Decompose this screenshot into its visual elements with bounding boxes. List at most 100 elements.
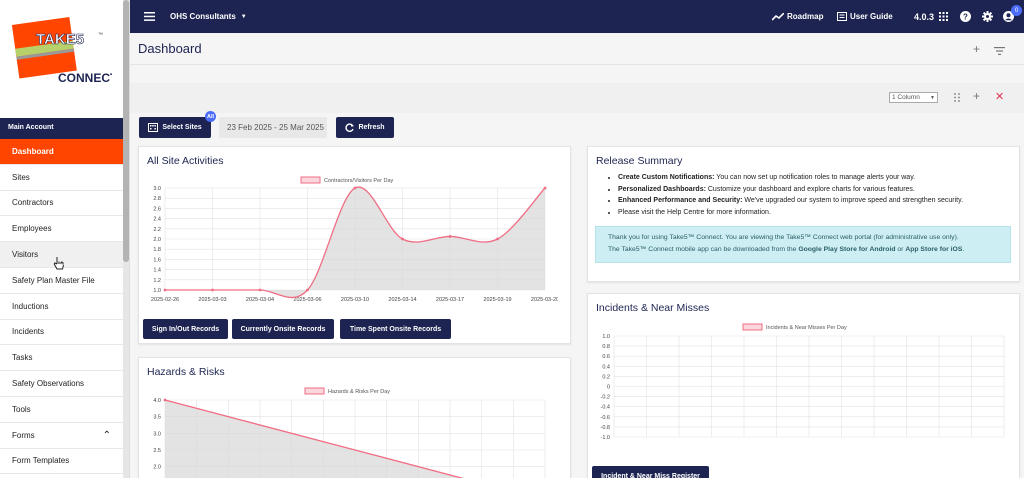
- select-sites-button[interactable]: Select Sites: [139, 117, 211, 138]
- info-line-2-text: The Take5™ Connect mobile app can be dow…: [608, 246, 799, 253]
- column-select-value: 1 Column: [892, 94, 920, 101]
- account-button[interactable]: [1003, 0, 1014, 33]
- add-widget-button[interactable]: +: [973, 42, 980, 56]
- apps-grid-button[interactable]: [939, 0, 948, 33]
- sidebar-item-contractors[interactable]: Contractors: [0, 191, 123, 217]
- book-icon: [837, 12, 847, 21]
- series-area: [165, 187, 545, 298]
- y-tick-label: -0.4: [601, 405, 610, 411]
- release-note-heading: Create Custom Notifications:: [618, 174, 715, 181]
- data-point: [163, 288, 167, 292]
- release-note-heading: Enhanced Performance and Security:: [618, 197, 743, 204]
- remove-row-close-icon[interactable]: ✕: [995, 91, 1005, 103]
- info-line-2-end: .: [962, 246, 965, 253]
- sidebar-item-inductions[interactable]: Inductions: [0, 294, 123, 320]
- y-tick-label: -1.0: [601, 435, 610, 441]
- info-banner: Thank you for using Take5™ Connect. You …: [595, 226, 1011, 263]
- data-point: [306, 288, 309, 292]
- help-button[interactable]: ?: [960, 0, 971, 33]
- x-tick-label: 2025-03-19: [483, 297, 511, 303]
- data-point: [401, 237, 404, 241]
- activities-chart: Contractors/Visitors Per Day 1.0 1.2 1.4 1.6…: [151, 176, 558, 303]
- select-sites-label: Select Sites: [162, 124, 202, 131]
- user-guide-link[interactable]: User Guide: [837, 0, 893, 33]
- y-tick-label: 1.8: [153, 247, 161, 253]
- version-label: 4.0.3: [914, 11, 935, 22]
- sidebar-item-label: Dashboard: [12, 146, 54, 156]
- y-tick-label: 1.0: [153, 288, 161, 294]
- y-tick-label: 2.5: [153, 448, 161, 454]
- sidebar-item-label: Sites: [12, 172, 30, 182]
- release-note-text: We've upgraded our system to improve spe…: [742, 197, 964, 204]
- currently-onsite-records-button[interactable]: Currently Onsite Records: [232, 319, 334, 339]
- take5-logo[interactable]: TAKE5 ™ CONNECT: [10, 12, 112, 92]
- page-title: Dashboard: [138, 41, 202, 56]
- gear-icon: [982, 11, 993, 22]
- y-tick-label: 2.6: [153, 206, 161, 212]
- incident-register-button[interactable]: Incident & Near Miss Register: [592, 466, 709, 478]
- sidebar-item-label: Inductions: [12, 301, 49, 311]
- google-play-link[interactable]: Google Play Store for Android: [798, 246, 896, 253]
- y-tick-label: 2.8: [153, 196, 161, 202]
- sidebar-scrollbar-thumb[interactable]: [123, 0, 129, 262]
- all-sites-badge: All: [205, 111, 216, 122]
- help-icon: ?: [960, 11, 971, 22]
- y-tick-label: 2.0: [153, 465, 161, 471]
- x-tick-label: 2025-03-03: [198, 297, 226, 303]
- sidebar: TAKE5 ™ CONNECT Main Account Dashboard Si…: [0, 0, 130, 478]
- column-select[interactable]: 1 Column ▼: [889, 92, 938, 103]
- roadmap-link[interactable]: Roadmap: [772, 0, 823, 33]
- chevron-down-icon: ▼: [240, 13, 247, 20]
- menu-toggle[interactable]: [144, 0, 155, 33]
- settings-button[interactable]: [982, 0, 993, 33]
- sidebar-item-tasks[interactable]: Tasks: [0, 345, 123, 372]
- user-guide-label: User Guide: [850, 12, 893, 21]
- release-note-text: Please visit the Help Centre for more in…: [618, 208, 771, 216]
- sidebar-item-sites[interactable]: Sites: [0, 165, 123, 191]
- sidebar-item-tools[interactable]: Tools: [0, 397, 123, 423]
- legend-swatch: [300, 176, 321, 184]
- chevron-up-icon: ⌃: [102, 429, 111, 441]
- sign-in-out-records-button[interactable]: Sign In/Out Records: [143, 319, 228, 339]
- hand-cursor-icon: [53, 257, 64, 270]
- grid-icon: [939, 12, 948, 21]
- sidebar-item-safety-observations[interactable]: Safety Observations: [0, 371, 123, 397]
- x-tick-label: 2025-03-06: [293, 297, 321, 303]
- add-row-plus-icon[interactable]: +: [973, 89, 981, 103]
- refresh-button[interactable]: Refresh: [336, 117, 394, 138]
- y-tick-label: -0.8: [601, 425, 610, 431]
- header-divider: [130, 64, 1024, 65]
- chevron-down-icon: ▼: [930, 94, 935, 101]
- sidebar-item-label: Form Templates: [12, 456, 70, 466]
- data-point: [543, 186, 547, 190]
- sidebar-item-employees[interactable]: Employees: [0, 216, 123, 243]
- sidebar-item-form-templates[interactable]: Form Templates: [0, 449, 123, 475]
- filter-button[interactable]: [994, 44, 1005, 58]
- sidebar-item-safety-plan-master-file[interactable]: Safety Plan Master File: [0, 268, 123, 294]
- section-main-account: Main Account: [0, 118, 123, 139]
- hamburger-icon: [144, 12, 155, 21]
- y-tick-label: -0.2: [601, 395, 610, 401]
- sidebar-item-dashboard[interactable]: Dashboard: [0, 139, 123, 165]
- sidebar-item-incidents[interactable]: Incidents: [0, 320, 123, 346]
- date-range-input[interactable]: 23 Feb 2025 - 25 Mar 2025: [219, 117, 327, 138]
- y-tick-label: 1.4: [153, 268, 161, 274]
- legend-swatch: [304, 387, 325, 395]
- legend-swatch: [742, 323, 763, 331]
- x-tick-label: 2025-03-10: [341, 297, 369, 303]
- release-notes-list: Create Custom Notifications: You can now…: [606, 172, 1016, 218]
- x-tick-label: 2025-02-26: [151, 297, 179, 303]
- drag-handle-icon[interactable]: [954, 93, 960, 102]
- time-spent-onsite-records-button[interactable]: Time Spent Onsite Records: [340, 319, 451, 339]
- plus-icon: +: [973, 42, 981, 56]
- incidents-title: Incidents & Near Misses: [596, 302, 710, 314]
- app-store-link[interactable]: App Store for iOS: [905, 246, 963, 253]
- release-note-heading: Personalized Dashboards:: [618, 185, 706, 193]
- release-note-item: Enhanced Performance and Security: We've…: [618, 195, 1016, 207]
- legend-label: Contractors/Visitors Per Day: [324, 178, 394, 184]
- y-tick-label: 1.2: [153, 278, 161, 284]
- data-point: [353, 186, 357, 190]
- sidebar-item-forms[interactable]: Forms ⌃: [0, 423, 123, 449]
- org-selector[interactable]: OHS Consultants ▼: [170, 0, 247, 33]
- y-tick-label: 0.6: [602, 354, 610, 360]
